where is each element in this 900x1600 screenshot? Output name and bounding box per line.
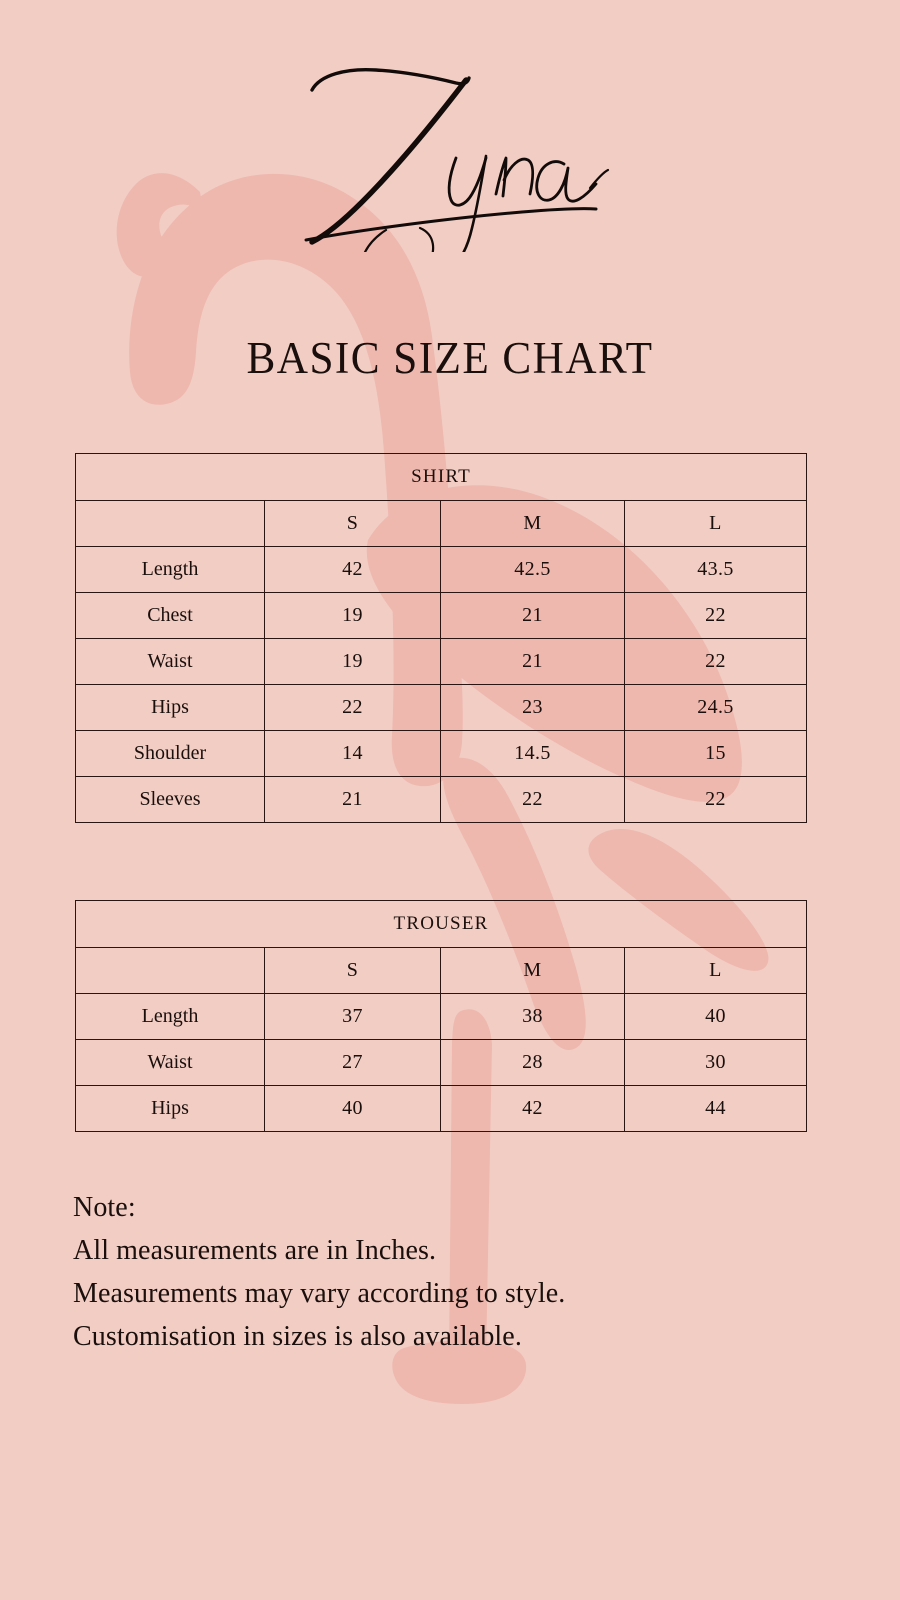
shirt-table-caption: SHIRT [74, 453, 808, 501]
shirt-size-table: SHIRT S M L Length 42 42.5 43.5 Chest 19… [74, 453, 808, 823]
table-row: Length 37 38 40 [75, 993, 808, 1040]
row-label: Length [75, 546, 265, 593]
row-label: Sleeves [75, 776, 265, 823]
cell-m: 42.5 [440, 546, 625, 593]
cell-m: 23 [440, 684, 625, 731]
cell-m: 28 [440, 1039, 625, 1086]
table-caption-row: SHIRT [74, 453, 808, 501]
brand-logo: Zyna [0, 62, 900, 262]
shirt-header-s: S [264, 500, 441, 547]
cell-l: 30 [623, 1039, 808, 1086]
table-caption-row: TROUSER [74, 900, 808, 948]
cell-s: 14 [264, 730, 441, 777]
table-row: Length 42 42.5 43.5 [75, 546, 808, 593]
cell-s: 27 [264, 1039, 441, 1086]
cell-m: 21 [440, 638, 625, 685]
note-line-units: All measurements are in Inches. [73, 1235, 437, 1266]
cell-l: 22 [623, 776, 808, 823]
cell-l: 43.5 [623, 546, 808, 593]
cell-l: 15 [623, 730, 808, 777]
cell-l: 22 [623, 592, 808, 639]
row-label: Chest [75, 592, 265, 639]
cell-s: 37 [264, 993, 441, 1040]
trouser-header-blank [75, 947, 265, 994]
table-row: Hips 40 42 44 [75, 1085, 808, 1132]
cell-m: 42 [440, 1085, 625, 1132]
cell-l: 44 [623, 1085, 808, 1132]
row-label: Hips [75, 684, 265, 731]
table-header-row: S M L [75, 947, 808, 994]
note-line-customisation: Customisation in sizes is also available… [73, 1321, 522, 1352]
shirt-header-blank [75, 500, 265, 547]
trouser-size-table: TROUSER S M L Length 37 38 40 Waist 27 2… [74, 900, 808, 1132]
cell-m: 22 [440, 776, 625, 823]
cell-s: 40 [264, 1085, 441, 1132]
cell-m: 38 [440, 993, 625, 1040]
shirt-header-m: M [440, 500, 625, 547]
trouser-header-m: M [440, 947, 625, 994]
cell-s: 22 [264, 684, 441, 731]
note-heading: Note: [73, 1192, 136, 1223]
row-label: Shoulder [75, 730, 265, 777]
cell-m: 14.5 [440, 730, 625, 777]
trouser-table-caption: TROUSER [74, 900, 808, 948]
table-row: Waist 27 28 30 [75, 1039, 808, 1086]
cell-s: 19 [264, 638, 441, 685]
table-row: Sleeves 21 22 22 [75, 776, 808, 823]
cell-l: 22 [623, 638, 808, 685]
table-row: Shoulder 14 14.5 15 [75, 730, 808, 777]
page-title: BASIC SIZE CHART [246, 333, 654, 383]
table-header-row: S M L [75, 500, 808, 547]
trouser-header-s: S [264, 947, 441, 994]
shirt-header-l: L [623, 500, 808, 547]
note-line-variance: Measurements may vary according to style… [73, 1278, 566, 1309]
row-label: Waist [75, 638, 265, 685]
notes-block: Note: All measurements are in Inches. Me… [73, 1186, 773, 1358]
table-row: Chest 19 21 22 [75, 592, 808, 639]
cell-s: 42 [264, 546, 441, 593]
row-label: Length [75, 993, 265, 1040]
cell-s: 19 [264, 592, 441, 639]
cell-s: 21 [264, 776, 441, 823]
trouser-header-l: L [623, 947, 808, 994]
row-label: Hips [75, 1085, 265, 1132]
row-label: Waist [75, 1039, 265, 1086]
table-row: Waist 19 21 22 [75, 638, 808, 685]
cell-l: 24.5 [623, 684, 808, 731]
cell-m: 21 [440, 592, 625, 639]
cell-l: 40 [623, 993, 808, 1040]
table-row: Hips 22 23 24.5 [75, 684, 808, 731]
